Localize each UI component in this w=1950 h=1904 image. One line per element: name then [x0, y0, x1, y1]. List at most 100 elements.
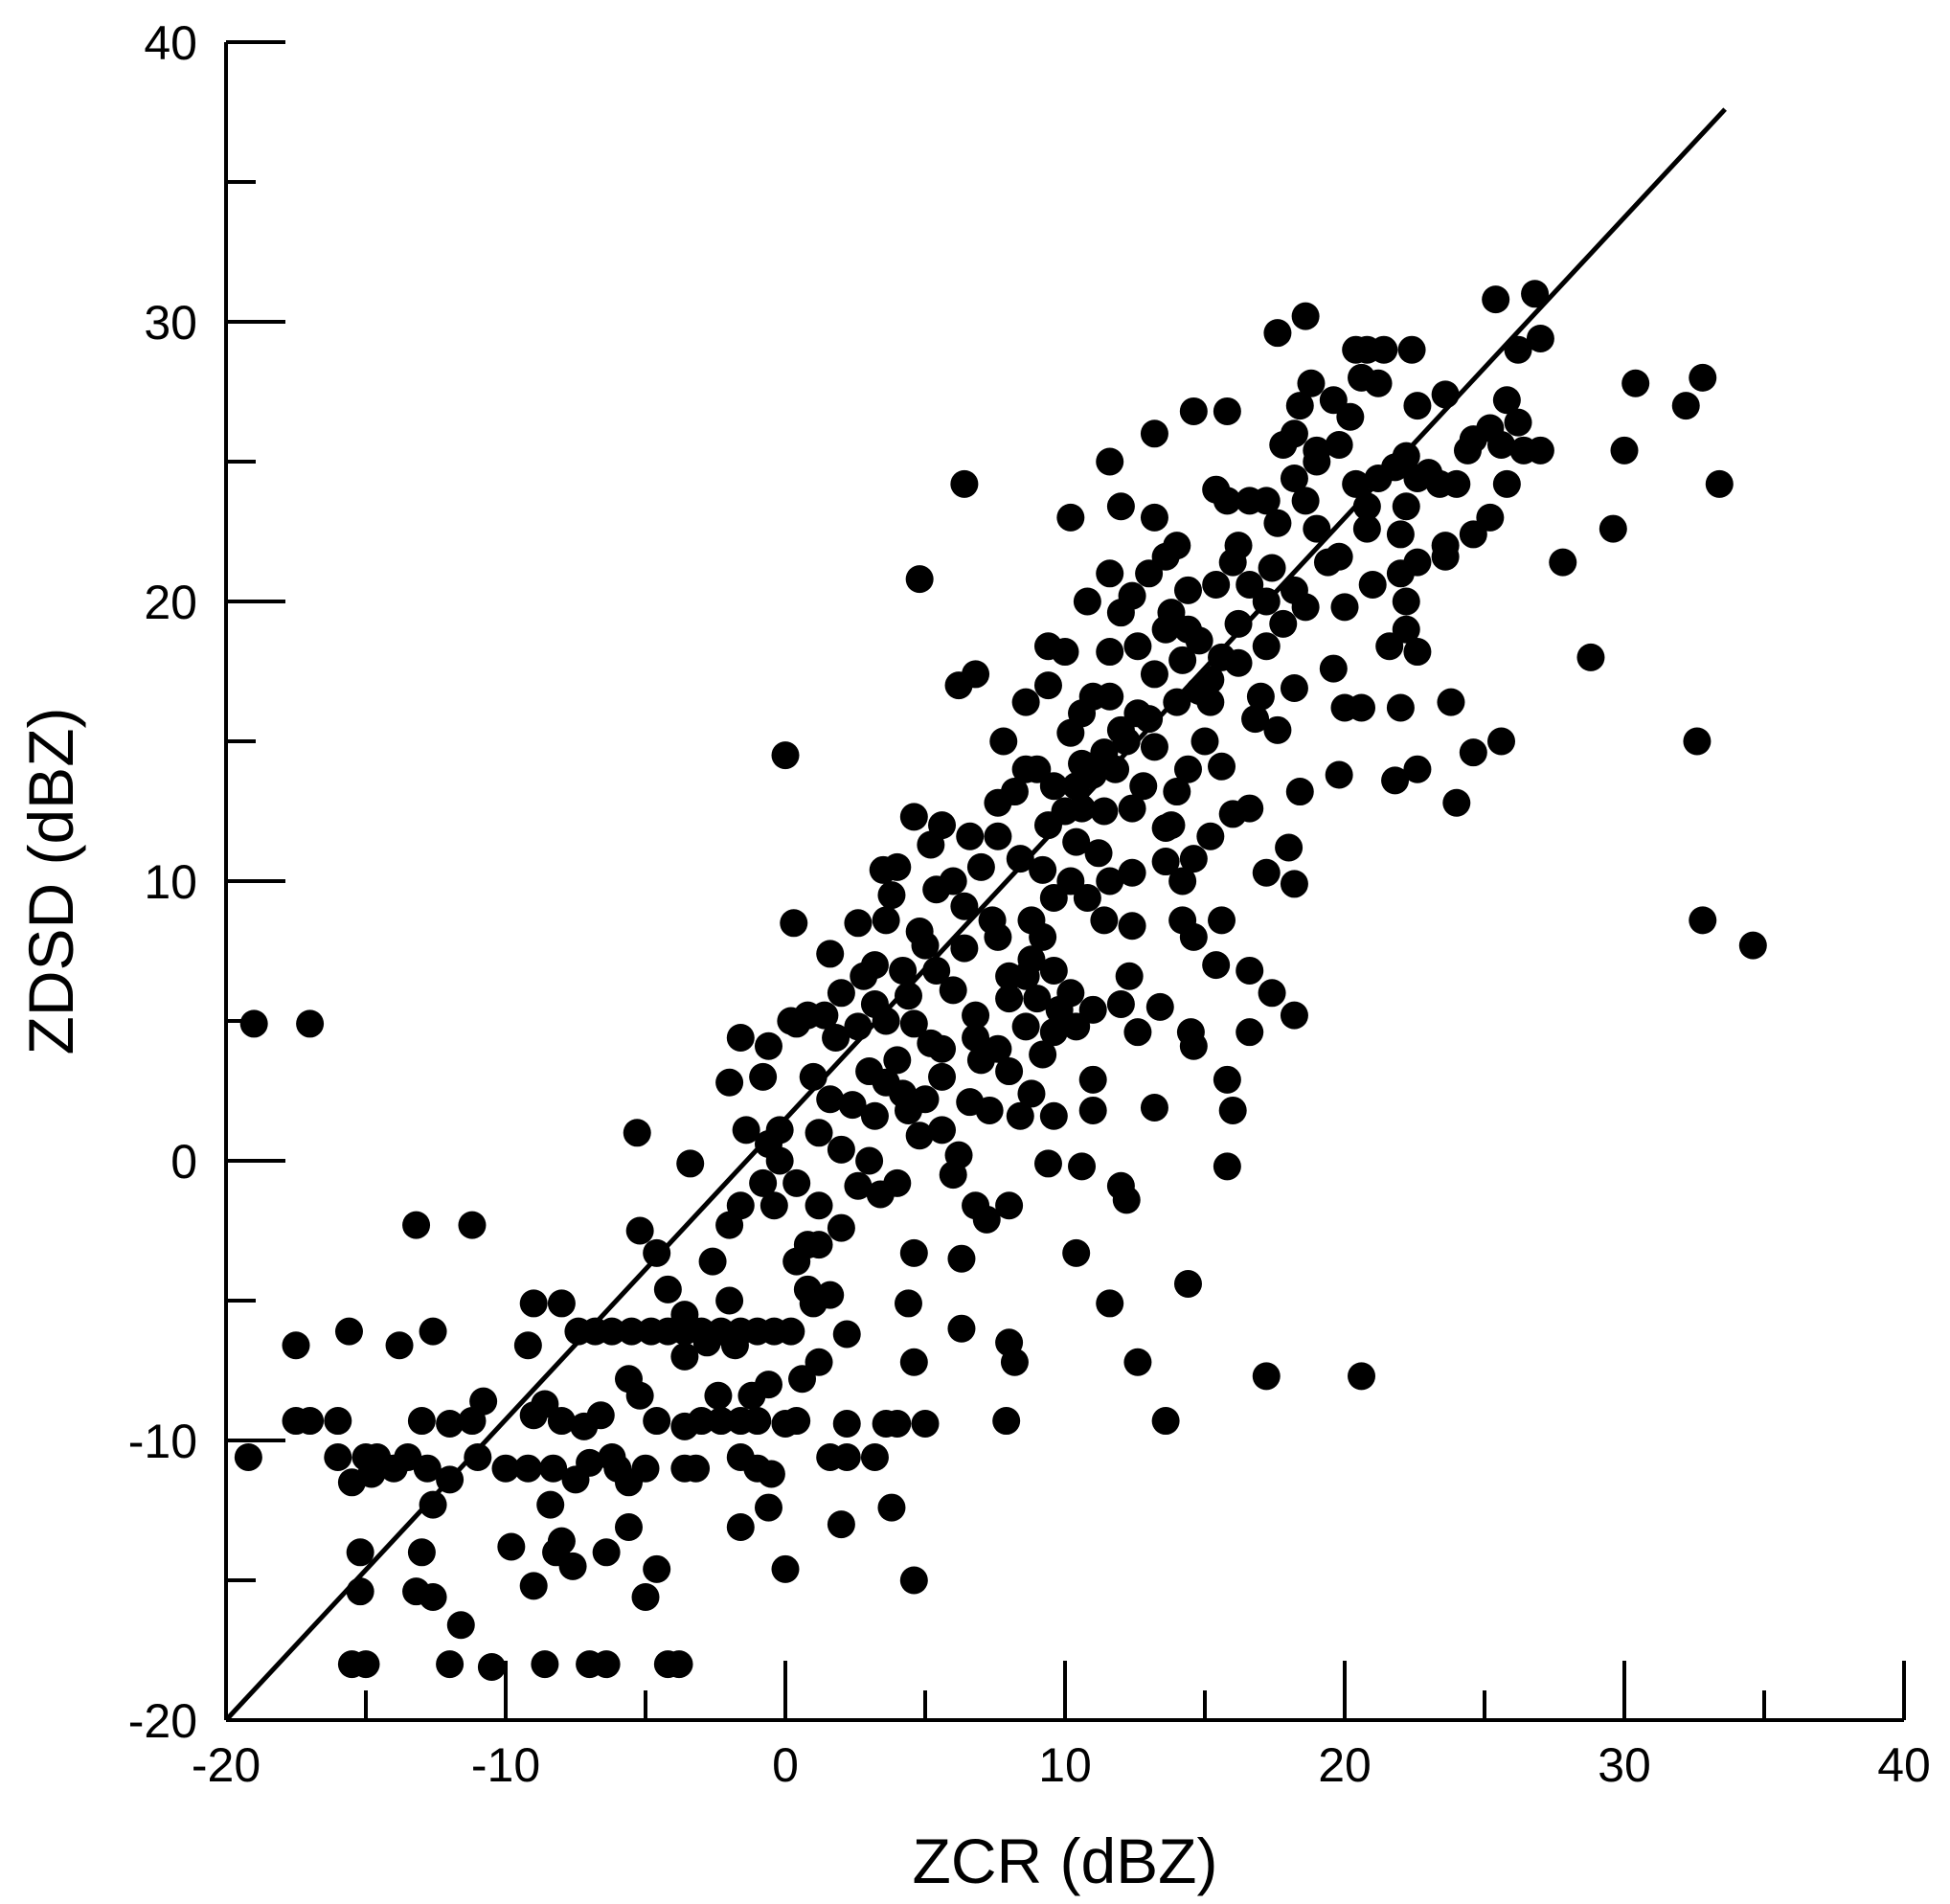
- data-point: [1017, 945, 1046, 974]
- data-point: [1504, 335, 1532, 364]
- data-point: [1039, 772, 1068, 801]
- data-point: [827, 1135, 855, 1164]
- data-point: [1705, 469, 1734, 498]
- data-point: [939, 976, 967, 1005]
- data-point: [1381, 766, 1410, 795]
- data-points: [234, 280, 1767, 1682]
- data-point: [855, 1057, 884, 1086]
- data-point: [1437, 688, 1465, 716]
- data-point: [1029, 922, 1057, 951]
- x-tick-label: 20: [1318, 1738, 1372, 1792]
- data-point: [1263, 715, 1292, 744]
- data-point: [899, 1238, 928, 1267]
- data-point: [687, 1407, 715, 1436]
- data-point: [805, 1348, 833, 1376]
- data-point: [698, 1247, 727, 1276]
- data-point: [1118, 581, 1146, 610]
- data-point: [513, 1331, 542, 1360]
- data-point: [1023, 985, 1052, 1013]
- data-point: [1252, 858, 1281, 887]
- data-point: [743, 1407, 772, 1436]
- data-point: [1236, 570, 1264, 599]
- data-point: [805, 1191, 833, 1220]
- data-point: [1425, 469, 1454, 498]
- data-point: [726, 1024, 755, 1053]
- data-point: [1330, 593, 1359, 622]
- data-point: [614, 1513, 643, 1542]
- data-point: [614, 1365, 643, 1394]
- data-point: [357, 1460, 386, 1488]
- data-point: [732, 1116, 760, 1145]
- data-point: [782, 1407, 811, 1436]
- data-point: [749, 1062, 778, 1091]
- reference-line: [224, 107, 1727, 1722]
- data-point: [1291, 487, 1320, 515]
- data-point: [1285, 392, 1314, 420]
- data-point: [1263, 319, 1292, 348]
- data-point: [1526, 436, 1554, 465]
- data-point: [1504, 408, 1532, 437]
- data-point: [497, 1532, 526, 1561]
- data-point: [1208, 752, 1236, 781]
- data-point: [1115, 962, 1144, 990]
- data-point: [1062, 772, 1091, 801]
- data-point: [1033, 671, 1062, 700]
- data-point: [905, 918, 934, 946]
- data-point: [1062, 1238, 1091, 1267]
- data-point: [984, 822, 1012, 850]
- data-point: [1224, 609, 1253, 638]
- data-point: [962, 1001, 990, 1030]
- x-tick-label: 0: [772, 1738, 799, 1792]
- data-point: [547, 1407, 576, 1436]
- data-point: [832, 1409, 861, 1438]
- data-point: [1033, 1149, 1062, 1178]
- y-tick-label: 40: [144, 16, 197, 70]
- data-point: [1549, 548, 1577, 577]
- data-point: [1173, 755, 1202, 783]
- data-point: [1352, 335, 1381, 364]
- data-point: [872, 906, 900, 935]
- data-point: [1096, 638, 1124, 667]
- data-point: [704, 1381, 733, 1410]
- data-point: [1179, 845, 1208, 873]
- data-point: [1689, 906, 1717, 935]
- data-point: [1023, 755, 1052, 783]
- data-point: [625, 1216, 654, 1245]
- data-point: [531, 1390, 559, 1418]
- data-point: [282, 1331, 310, 1360]
- data-point: [1190, 727, 1219, 756]
- data-point: [1213, 1065, 1241, 1094]
- data-point: [513, 1454, 542, 1483]
- data-point: [1000, 778, 1029, 806]
- data-point: [883, 852, 912, 881]
- data-point: [413, 1454, 442, 1483]
- data-point: [1280, 870, 1308, 898]
- data-point: [1062, 827, 1091, 856]
- data-point: [547, 1527, 576, 1555]
- data-point: [419, 1317, 447, 1346]
- data-point: [1303, 514, 1331, 543]
- data-point: [1392, 615, 1420, 644]
- data-point: [911, 1409, 940, 1438]
- data-point: [760, 1191, 788, 1220]
- data-point: [670, 1454, 699, 1483]
- data-point: [917, 1029, 945, 1057]
- data-point: [446, 1611, 475, 1640]
- data-point: [623, 1119, 651, 1147]
- data-point: [1252, 487, 1281, 515]
- data-point: [1017, 1079, 1046, 1108]
- data-point: [1342, 469, 1371, 498]
- data-point: [827, 1510, 855, 1539]
- data-point: [1336, 402, 1365, 431]
- data-point: [1218, 1096, 1247, 1124]
- data-point: [950, 892, 979, 920]
- data-point: [1246, 682, 1275, 711]
- data-point: [1129, 772, 1158, 801]
- data-point: [844, 1171, 873, 1200]
- data-point: [1179, 397, 1208, 425]
- data-point: [617, 1317, 646, 1346]
- data-point: [1459, 520, 1487, 549]
- data-point: [1352, 514, 1381, 543]
- data-point: [1397, 335, 1426, 364]
- y-axis-ticks: [226, 40, 285, 1722]
